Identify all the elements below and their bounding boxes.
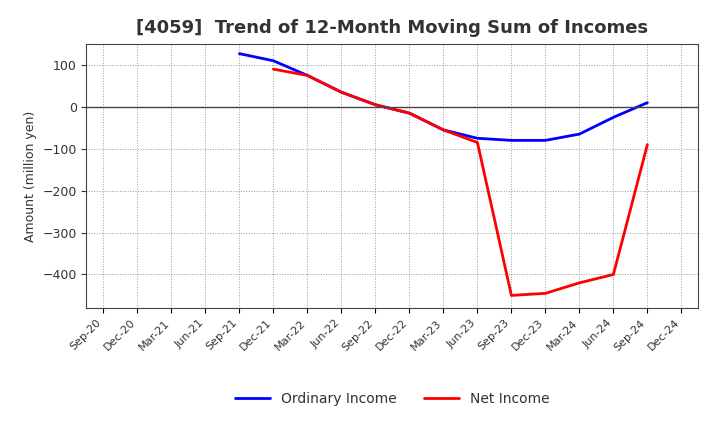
Ordinary Income: [507, 138, 516, 143]
Net Income: [405, 110, 414, 116]
Ordinary Income: [541, 138, 550, 143]
Net Income: [303, 73, 312, 78]
Ordinary Income: [269, 58, 278, 63]
Net Income: [337, 90, 346, 95]
Ordinary Income: [439, 127, 448, 132]
Ordinary Income: [337, 90, 346, 95]
Ordinary Income: [303, 73, 312, 78]
Ordinary Income: [575, 132, 584, 137]
Net Income: [643, 142, 652, 147]
Y-axis label: Amount (million yen): Amount (million yen): [24, 110, 37, 242]
Ordinary Income: [371, 102, 379, 107]
Net Income: [575, 280, 584, 286]
Ordinary Income: [643, 100, 652, 105]
Net Income: [439, 127, 448, 132]
Net Income: [609, 272, 618, 277]
Legend: Ordinary Income, Net Income: Ordinary Income, Net Income: [230, 387, 555, 412]
Net Income: [507, 293, 516, 298]
Ordinary Income: [405, 110, 414, 116]
Net Income: [541, 291, 550, 296]
Line: Ordinary Income: Ordinary Income: [239, 54, 647, 140]
Ordinary Income: [609, 115, 618, 120]
Net Income: [269, 66, 278, 72]
Ordinary Income: [235, 51, 243, 56]
Ordinary Income: [473, 136, 482, 141]
Title: [4059]  Trend of 12-Month Moving Sum of Incomes: [4059] Trend of 12-Month Moving Sum of I…: [136, 19, 649, 37]
Net Income: [371, 102, 379, 107]
Line: Net Income: Net Income: [274, 69, 647, 295]
Net Income: [473, 140, 482, 145]
